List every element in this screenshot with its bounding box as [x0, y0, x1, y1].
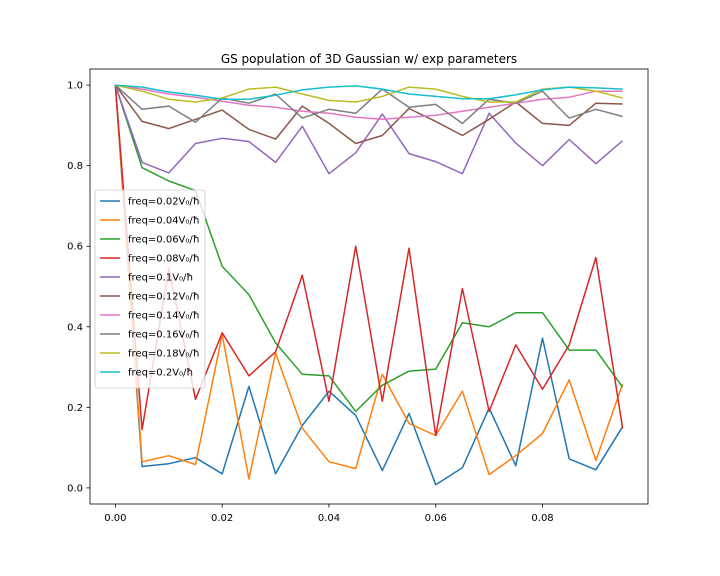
- legend-label-6: freq=0.14V₀/ħ: [128, 311, 200, 322]
- series-line-0: [114, 85, 624, 486]
- x-tick-label: 0.02: [211, 513, 233, 524]
- chart-title: GS population of 3D Gaussian w/ exp para…: [221, 52, 517, 66]
- x-tick-label: 0.06: [425, 513, 447, 524]
- legend-label-3: freq=0.08V₀/ħ: [128, 254, 200, 265]
- y-tick-label: 0.2: [67, 403, 83, 414]
- legend-label-5: freq=0.12V₀/ħ: [128, 292, 200, 303]
- series-line-6: [115, 84, 623, 121]
- legend-label-2: freq=0.06V₀/ħ: [128, 235, 200, 246]
- legend-label-7: freq=0.16V₀/ħ: [128, 330, 200, 341]
- legend-box: [94, 189, 206, 389]
- series-line-4: [114, 84, 624, 175]
- y-tick-label: 0.6: [67, 242, 83, 253]
- y-tick-label: 0.4: [67, 322, 83, 333]
- legend-label-9: freq=0.2V₀/ħ: [128, 368, 193, 379]
- plot-frame: [89, 68, 649, 505]
- series-line-7: [114, 84, 623, 125]
- x-axis: 0.00 0.02 0.04 0.06 0.08: [104, 504, 554, 524]
- x-tick-label: 0.04: [318, 513, 340, 524]
- y-axis: 0.0 0.2 0.4 0.6 0.8 1.0: [67, 81, 90, 494]
- y-tick-label: 0.8: [67, 161, 83, 172]
- legend-label-1: freq=0.04V₀/ħ: [128, 216, 200, 227]
- legend: freq=0.02V₀/ħ freq=0.04V₀/ħ freq=0.06V₀/ħ f…: [94, 189, 206, 389]
- x-tick-label: 0.08: [531, 513, 553, 524]
- x-tick-label: 0.00: [104, 513, 126, 524]
- y-tick-label: 0.0: [67, 483, 83, 494]
- series-line-9: [115, 84, 623, 100]
- series-line-1: [114, 85, 624, 480]
- legend-label-8: freq=0.18V₀/ħ: [128, 349, 200, 360]
- legend-label-0: freq=0.02V₀/ħ: [128, 197, 200, 208]
- y-tick-label: 1.0: [67, 81, 83, 92]
- legend-label-4: freq=0.1V₀/ħ: [128, 273, 193, 284]
